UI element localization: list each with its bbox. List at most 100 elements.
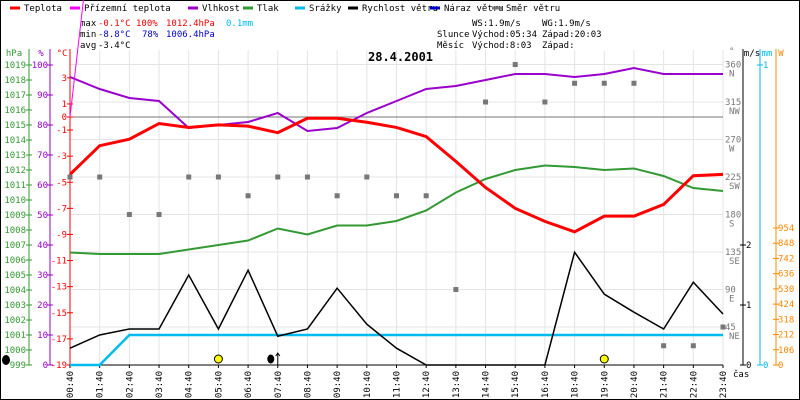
humidity-axis-tick-label: 40 (37, 241, 48, 251)
wind-speed-max: WS:1.9m/s (472, 19, 521, 29)
radiation-axis-unit: W (778, 49, 784, 59)
humidity-axis-tick-label: 80 (37, 121, 48, 131)
legend-label: Teplota (24, 4, 62, 14)
radiation-axis-tick-label: 530 (778, 285, 794, 295)
x-tick-label: 11:40 (393, 371, 403, 398)
max-temp: -0.1°C (98, 19, 131, 29)
direction-tick-label: 135 (725, 248, 741, 258)
x-tick-label: 07:40 (274, 371, 284, 398)
wind-direction-point (661, 343, 667, 349)
pressure-axis-tick-label: 1019 (4, 61, 26, 71)
legend-label: Vlhkost (202, 4, 240, 14)
legend-label: Náraz větru (444, 4, 504, 14)
wind-gust-max: WG:1.9m/s (542, 19, 591, 29)
sunrise-time: Východ:05:34 (472, 30, 537, 40)
max-humidity: 100% (136, 19, 158, 29)
temperature-axis-tick-label: -9 (56, 230, 67, 240)
avg-label: avg (80, 41, 96, 51)
min-pressure: 1006.4hPa (166, 30, 215, 40)
direction-unit: ° (729, 47, 734, 57)
wind-direction-point (334, 193, 340, 199)
legend-label: Rychlost větru (362, 4, 438, 14)
humidity-axis-tick-label: 60 (37, 181, 48, 191)
wind-direction-point (275, 174, 281, 180)
max-pressure: 1012.4hPa (166, 19, 215, 29)
x-tick-label: 19:40 (600, 371, 610, 398)
x-tick-label: 21:40 (660, 371, 670, 398)
max-rain: 0.1mm (226, 19, 253, 29)
x-tick-label: 18:40 (571, 371, 581, 398)
compass-label: S (729, 220, 734, 230)
pressure-axis-tick-label: 1005 (4, 271, 26, 281)
x-tick-label: 13:40 (452, 371, 462, 398)
direction-tick-label: 360 (725, 61, 741, 71)
x-tick-label: 02:40 (125, 371, 135, 398)
moonset-time: Západ: (542, 41, 575, 51)
x-tick-label: 08:40 (303, 371, 313, 398)
temperature-axis-tick-label: -5 (56, 178, 67, 188)
humidity-axis-tick-label: 20 (37, 301, 48, 311)
pressure-axis-tick-label: 1015 (4, 121, 26, 131)
moonrise-time: Východ:8:03 (472, 41, 532, 51)
wind-axis-unit: m/s (744, 49, 760, 59)
humidity-axis-unit: % (38, 49, 44, 59)
x-tick-label: 15:40 (511, 371, 521, 398)
direction-tick-label: 180 (725, 211, 741, 221)
humidity-axis-tick-label: 30 (37, 271, 48, 281)
legend-label: Směr větru (506, 4, 560, 14)
x-tick-label: 14:40 (482, 371, 492, 398)
legend-label: Tlak (257, 4, 279, 14)
wind-direction-point (453, 287, 459, 293)
temperature-axis-tick-label: -1 (56, 126, 67, 136)
humidity-axis-tick-label: 100 (32, 61, 48, 71)
x-tick-label: 06:40 (244, 371, 254, 398)
temperature-axis-tick-label: -11 (51, 257, 67, 267)
direction-tick-label: 270 (725, 136, 741, 146)
pressure-axis-tick-label: 1013 (4, 151, 26, 161)
pressure-axis-tick-label: 1016 (4, 106, 26, 116)
humidity-axis-tick-label: 0 (43, 361, 48, 371)
temperature-axis-tick-label: 1 (62, 100, 67, 110)
pressure-axis-tick-label: 1001 (4, 331, 26, 341)
x-axis-label: čas (733, 369, 749, 380)
pressure-axis-unit: hPa (6, 49, 22, 59)
rain-axis-tick-label: 1 (763, 61, 768, 71)
max-label: max (80, 19, 97, 29)
radiation-axis-tick-label: 0 (778, 361, 783, 371)
wind-direction-point (126, 212, 132, 218)
x-tick-label: 04:40 (185, 371, 195, 398)
x-tick-label: 22:40 (689, 371, 699, 398)
x-tick-label: 01:40 (96, 371, 106, 398)
wind-direction-point (690, 343, 696, 349)
humidity-axis-tick-label: 90 (37, 91, 48, 101)
x-tick-label: 03:40 (155, 371, 165, 398)
rain-axis-unit: mm (762, 49, 773, 59)
moon-icon (267, 354, 275, 364)
radiation-axis-tick-label: 954 (778, 224, 794, 234)
temperature-axis-tick-label: -13 (51, 283, 67, 293)
temperature-axis-tick-label: -15 (51, 309, 67, 319)
arrow-head-icon (275, 352, 281, 357)
legend-label: Srážky (309, 4, 342, 14)
pressure-axis-tick-label: 1008 (4, 226, 26, 236)
sun-icon (599, 354, 609, 364)
temperature-axis-tick-label: -7 (56, 204, 67, 214)
wind-axis-tick-label: 0 (746, 361, 751, 371)
pressure-axis-tick-label: 1014 (4, 136, 26, 146)
pressure-axis-tick-label: 1018 (4, 76, 26, 86)
temperature-axis-tick-label: -17 (51, 335, 67, 345)
x-tick-label: 23:40 (719, 371, 729, 398)
temperature-axis-tick-label: -3 (56, 152, 67, 162)
wind-direction-point (364, 174, 370, 180)
compass-label: NE (729, 332, 740, 342)
wind-direction-point (245, 193, 251, 199)
x-tick-label: 20:40 (630, 371, 640, 398)
pressure-axis-tick-label: 999 (10, 361, 26, 371)
x-tick-label: 00:40 (66, 371, 76, 398)
direction-tick-label: 315 (725, 98, 741, 108)
wind-direction-point (423, 193, 429, 199)
compass-label: W (729, 145, 735, 155)
wind-direction-point (483, 99, 489, 105)
min-humidity: 78% (142, 30, 159, 40)
